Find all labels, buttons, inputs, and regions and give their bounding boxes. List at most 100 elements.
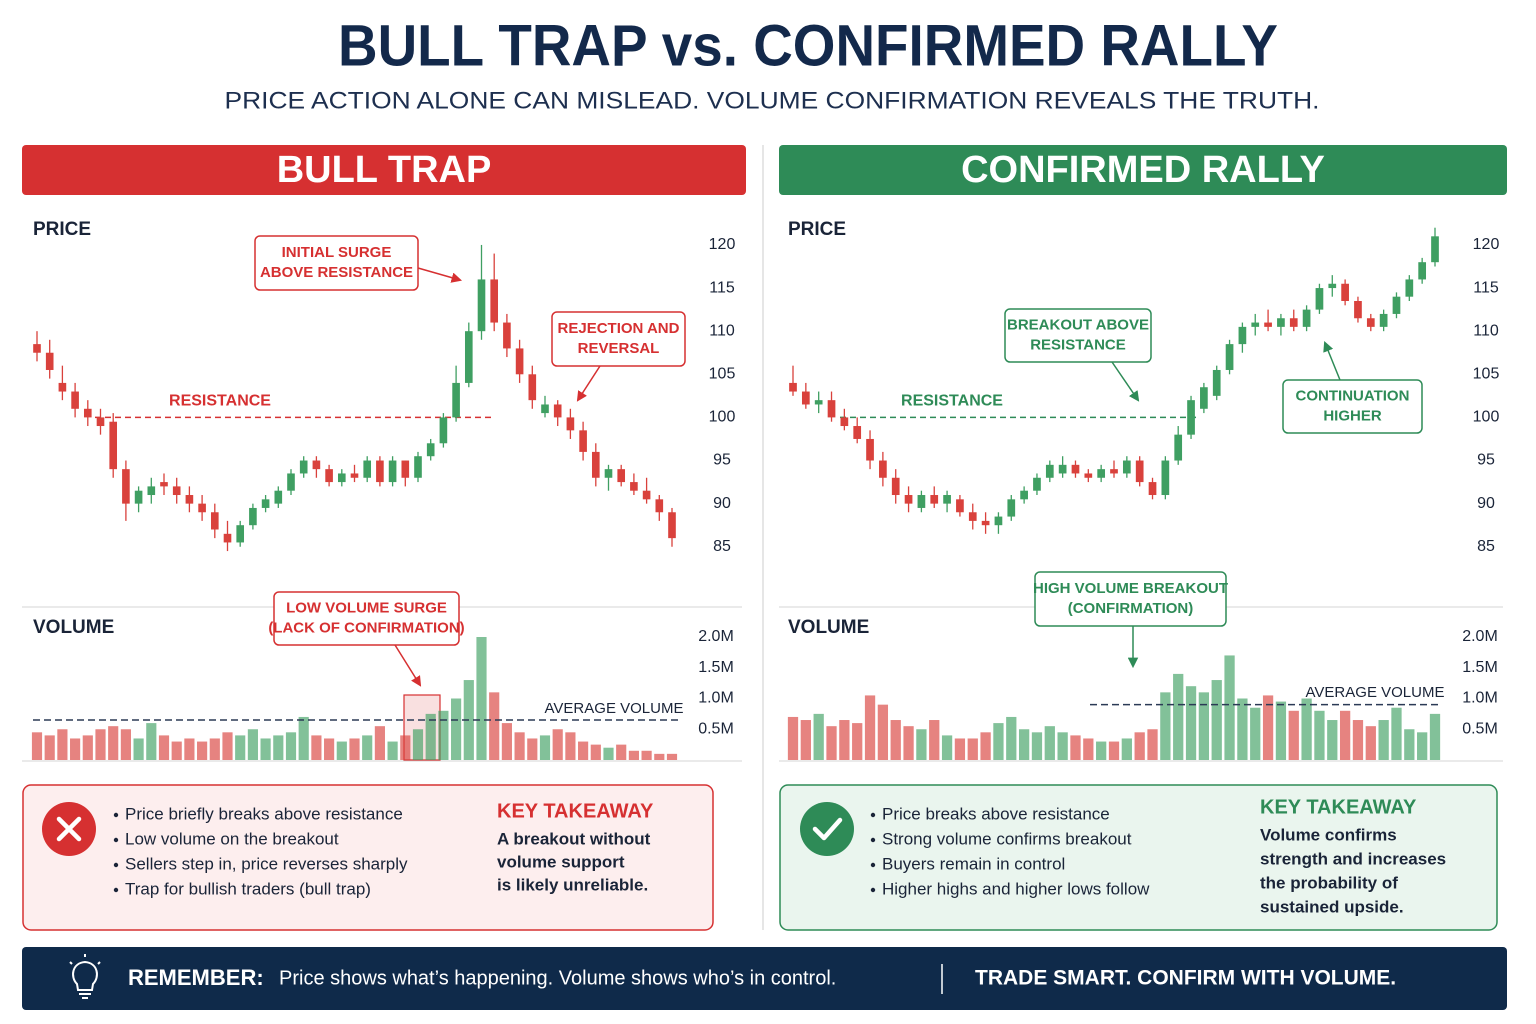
candle-body — [1354, 300, 1362, 319]
bullet-dot — [870, 887, 876, 893]
takeaway-text: strength and increases — [1260, 849, 1446, 868]
candle-body — [943, 495, 951, 504]
volume-bar — [44, 735, 55, 760]
candle-body — [58, 382, 67, 392]
volume-tick-label: 0.5M — [698, 720, 734, 737]
volume-bar — [146, 723, 157, 760]
volume-bar — [501, 723, 512, 760]
candle-body — [287, 473, 295, 491]
candle-body — [1418, 262, 1427, 280]
annotation-text: HIGH VOLUME BREAKOUT — [1033, 580, 1228, 597]
annotation-text: REJECTION AND — [558, 320, 680, 337]
candle-body — [109, 421, 118, 470]
annotation-text: ABOVE RESISTANCE — [260, 264, 413, 281]
volume-bar — [1070, 735, 1081, 760]
volume-bar — [641, 750, 652, 760]
candle-body — [541, 404, 549, 414]
volume-bar — [489, 692, 500, 760]
volume-bar — [1417, 732, 1428, 760]
candle-body — [452, 382, 460, 418]
candle-body — [198, 503, 206, 513]
annotation-text: HIGHER — [1323, 407, 1382, 424]
annotation-box — [254, 235, 419, 291]
candle-body — [1161, 460, 1170, 496]
volume-bar — [903, 726, 914, 760]
candle-body — [210, 512, 219, 530]
volume-bar — [349, 738, 360, 760]
volume-bar — [578, 741, 589, 760]
candle-body — [840, 417, 849, 427]
candle-body — [994, 516, 1003, 526]
candle-body — [274, 490, 283, 504]
candle-body — [71, 391, 79, 409]
candle-body — [1366, 318, 1375, 327]
annotation-box — [551, 311, 686, 367]
y-tick-label: 90 — [713, 495, 731, 512]
volume-bar — [1185, 686, 1197, 760]
candle-body — [1302, 309, 1311, 327]
volume-bar — [1031, 732, 1043, 760]
annotation-text: BREAKOUT ABOVE — [1007, 316, 1149, 333]
candle-body — [1341, 283, 1349, 301]
volume-bar — [1404, 729, 1415, 760]
candle-body — [185, 495, 194, 504]
y-tick-label: 115 — [709, 279, 735, 296]
volume-bar — [1262, 695, 1274, 760]
volume-bar — [324, 738, 335, 760]
volume-bar — [654, 753, 665, 760]
volume-tick-label: 1.0M — [1462, 690, 1498, 707]
candle-body — [1174, 434, 1183, 461]
candle-body — [401, 460, 410, 478]
footer-bar — [22, 947, 1507, 1010]
candle-body — [1251, 322, 1260, 327]
volume-bar — [1250, 707, 1261, 760]
bullet-text: Trap for bullish traders (bull trap) — [125, 879, 371, 898]
volume-bar — [826, 726, 837, 760]
candle-body — [1431, 236, 1439, 263]
takeaway-text: sustained upside. — [1260, 897, 1404, 916]
candle-body — [236, 525, 245, 543]
bullet-text: Higher highs and higher lows follow — [882, 879, 1150, 898]
candle-body — [1379, 313, 1388, 327]
candle-body — [414, 456, 422, 478]
y-tick-label: 105 — [709, 366, 736, 383]
panel-header — [779, 145, 1507, 195]
panel-header — [22, 145, 746, 195]
volume-bar — [1198, 692, 1210, 760]
candle-body — [814, 400, 823, 405]
volume-tick-label: 1.0M — [698, 690, 734, 707]
volume-bar — [1378, 720, 1389, 760]
volume-bar — [400, 735, 411, 760]
volume-bar — [476, 637, 487, 760]
volume-bar — [1224, 655, 1235, 760]
candle-body — [477, 279, 486, 332]
bullet-text: Strong volume confirms breakout — [882, 829, 1132, 848]
candle-body — [827, 400, 836, 418]
volume-bar — [954, 738, 966, 760]
candle-body — [904, 495, 913, 504]
candle-body — [503, 322, 511, 349]
volume-bar — [967, 738, 978, 760]
candle-body — [1328, 283, 1337, 289]
volume-bar — [1057, 732, 1068, 760]
volume-bar — [800, 720, 811, 760]
candle-body — [96, 417, 105, 427]
volume-bar — [1134, 732, 1145, 760]
volume-bar — [285, 732, 297, 760]
summary-box — [779, 784, 1498, 931]
candle-body — [299, 460, 308, 474]
candle-body — [464, 331, 473, 383]
candle-body — [968, 512, 977, 521]
candle-body — [223, 533, 232, 543]
volume-bar — [628, 750, 639, 760]
candle-body — [261, 499, 270, 508]
volume-bar — [552, 729, 563, 760]
y-tick-label: 110 — [1473, 322, 1499, 339]
candle-body — [528, 374, 537, 401]
volume-bar — [813, 713, 824, 760]
candle-body — [1097, 469, 1106, 478]
volume-bar — [1339, 710, 1351, 760]
volume-bar — [82, 735, 93, 760]
candle-body — [160, 482, 168, 487]
